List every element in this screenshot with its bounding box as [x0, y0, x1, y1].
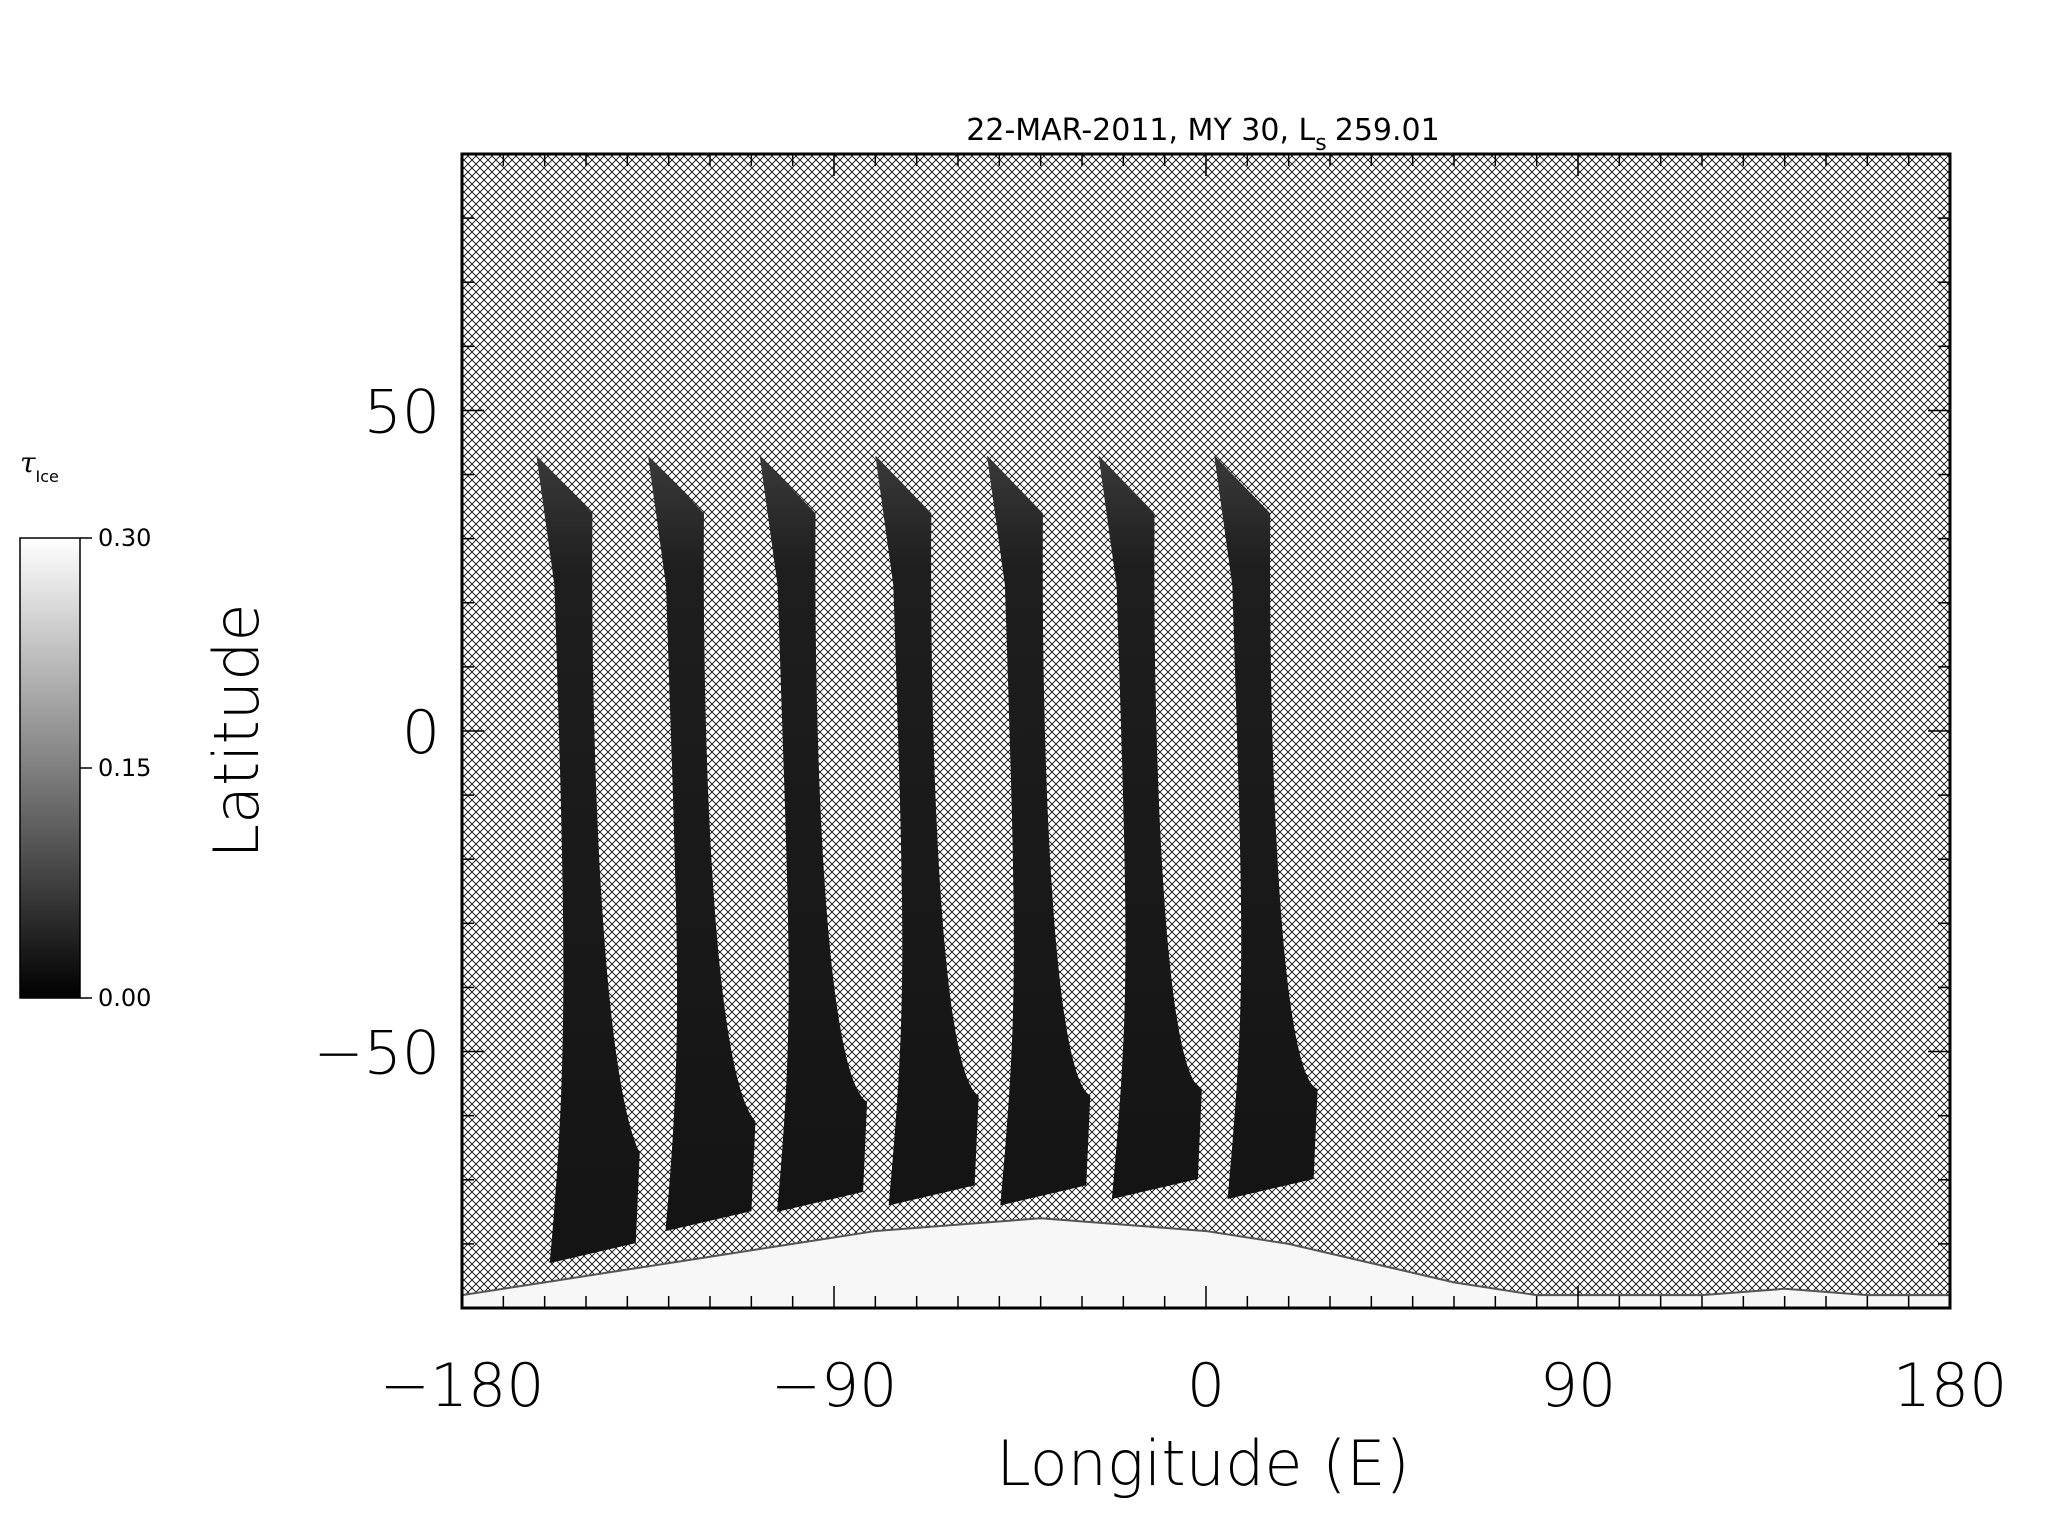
swath-3	[759, 455, 868, 1212]
colorbar: τIce 0.00 0.15 0.30	[19, 446, 151, 1012]
x-axis-title: Longitude (E)	[996, 1427, 1409, 1500]
plot-area	[460, 152, 1952, 1310]
x-tick-label: 0	[1187, 1351, 1225, 1421]
swath-2	[648, 455, 756, 1232]
y-tick-label: 50	[364, 377, 440, 447]
x-tick-label: −180	[380, 1351, 545, 1421]
polar-ice-cap	[462, 1217, 1950, 1308]
y-axis-title: Latitude	[200, 603, 273, 858]
swath-5	[986, 455, 1091, 1206]
y-tick-label: −50	[313, 1019, 440, 1089]
swath-1	[536, 455, 640, 1264]
x-tick-label: 90	[1540, 1351, 1616, 1421]
swath-7	[1214, 455, 1318, 1200]
y-tick-label: 0	[402, 698, 440, 768]
colorbar-tick-label: 0.30	[98, 524, 151, 552]
swath-6	[1098, 455, 1202, 1200]
x-tick-label: 180	[1893, 1351, 2008, 1421]
colorbar-gradient	[19, 537, 81, 999]
chart-title: 22-MAR-2011, MY 30, Ls 259.01	[966, 113, 1439, 156]
colorbar-label: τIce	[20, 446, 59, 486]
swath-4	[875, 455, 979, 1206]
x-tick-label: −90	[771, 1351, 898, 1421]
colorbar-tick-label: 0.00	[98, 984, 151, 1012]
colorbar-tick-label: 0.15	[98, 754, 151, 782]
